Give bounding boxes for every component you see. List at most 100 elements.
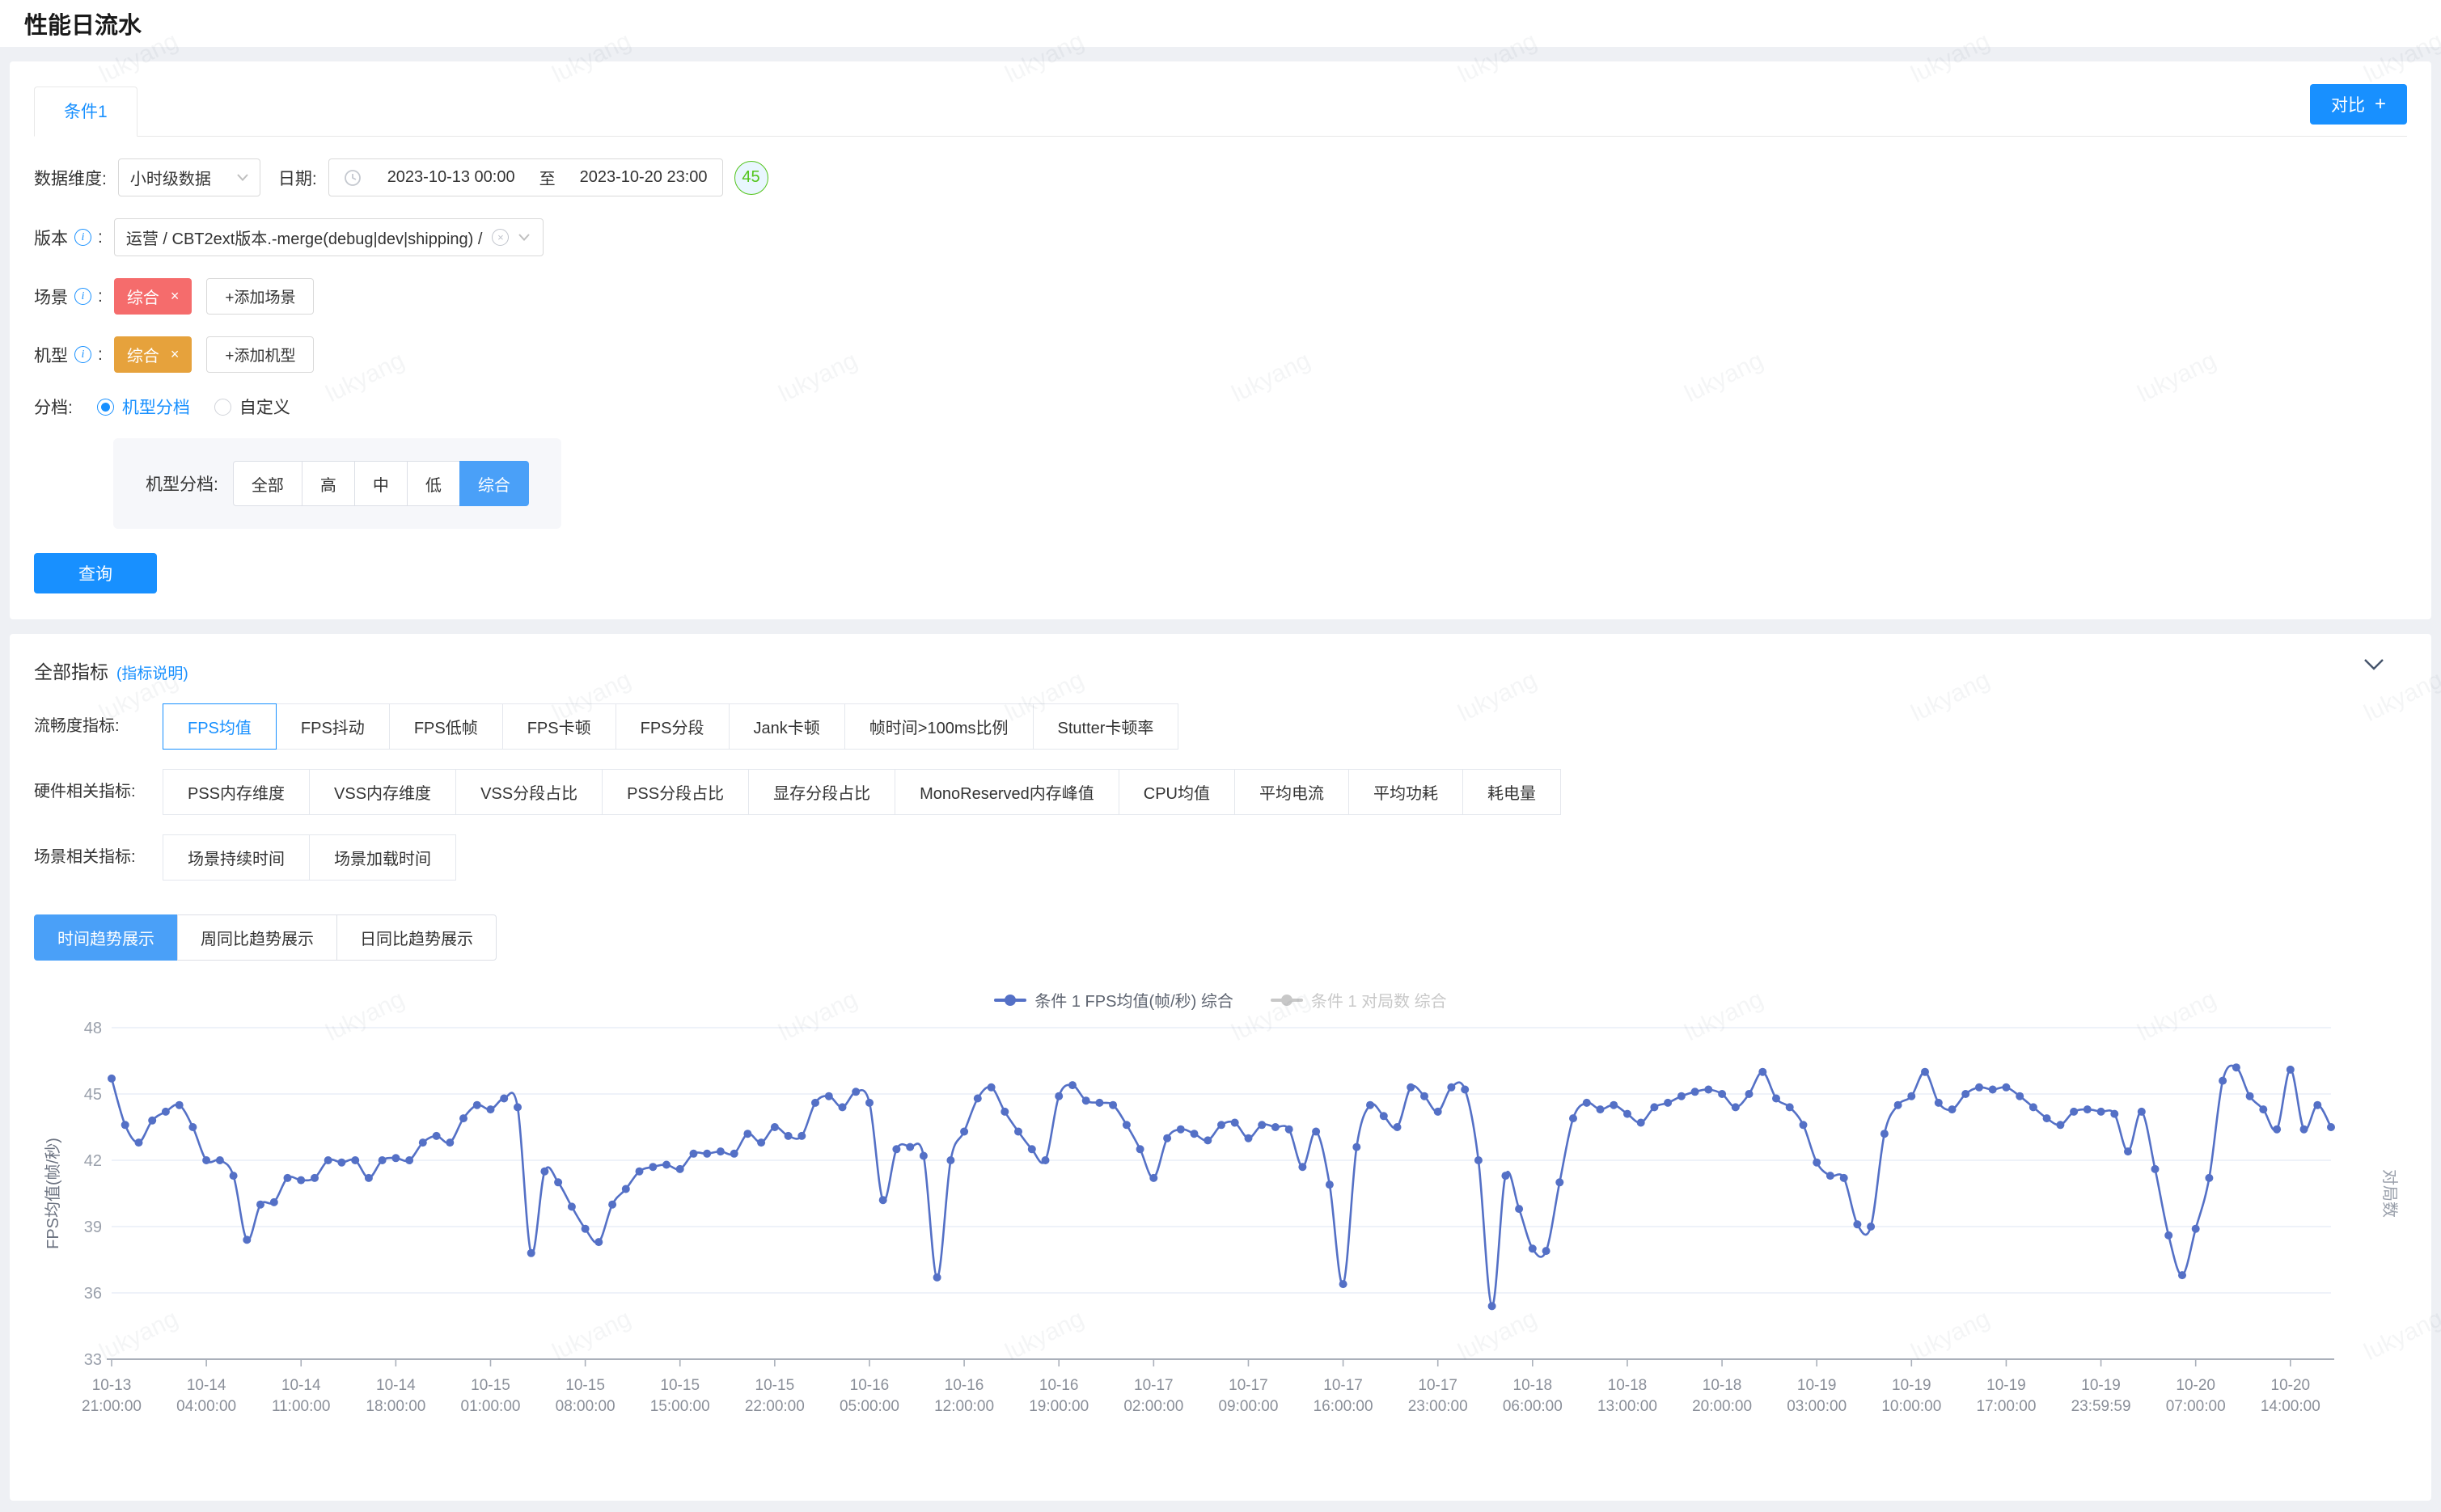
device-label: 机型 i : xyxy=(34,343,103,367)
trend-chart-svg[interactable]: 33363942454810-1321:00:0010-1404:00:0010… xyxy=(34,1018,2407,1471)
metric-option-button[interactable]: PSS内存维度 xyxy=(163,769,310,815)
conditions-card: 条件1 对比 + 数据维度: 小时级数据 日期: 2023-10-13 00:0… xyxy=(10,61,2431,619)
tier-option-button[interactable]: 高 xyxy=(302,461,355,506)
metric-option-button[interactable]: FPS分段 xyxy=(616,703,730,750)
add-scene-button[interactable]: +添加场景 xyxy=(206,278,314,315)
metric-option-button[interactable]: 平均功耗 xyxy=(1348,769,1463,815)
clear-icon[interactable]: × xyxy=(492,229,509,246)
metric-option-button[interactable]: 平均电流 xyxy=(1234,769,1349,815)
radio-custom[interactable]: 自定义 xyxy=(214,395,290,419)
metric-option-button[interactable]: VSS分段占比 xyxy=(455,769,603,815)
metric-row: 流畅度指标:FPS均值FPS抖动FPS低帧FPS卡顿FPS分段Jank卡顿帧时间… xyxy=(34,703,2407,750)
metric-option-button[interactable]: 显存分段占比 xyxy=(748,769,895,815)
chevron-down-icon xyxy=(237,174,248,181)
metric-option-button[interactable]: FPS均值 xyxy=(163,703,277,750)
chevron-down-icon xyxy=(518,234,530,241)
page-title: 性能日流水 xyxy=(24,6,142,40)
svg-text:12:00:00: 12:00:00 xyxy=(934,1398,994,1415)
svg-text:45: 45 xyxy=(84,1086,102,1104)
trend-tab-group: 时间趋势展示周同比趋势展示日同比趋势展示 xyxy=(34,914,2407,961)
metric-option-button[interactable]: 帧时间>100ms比例 xyxy=(844,703,1034,750)
compare-button[interactable]: 对比 + xyxy=(2310,84,2407,125)
metric-row-label: 场景相关指标: xyxy=(34,834,163,881)
tier-option-button[interactable]: 全部 xyxy=(233,461,302,506)
metrics-doc-link[interactable]: (指标说明) xyxy=(116,661,188,683)
tab-condition-1[interactable]: 条件1 xyxy=(34,87,137,137)
svg-text:14:00:00: 14:00:00 xyxy=(2261,1398,2320,1415)
svg-text:22:00:00: 22:00:00 xyxy=(745,1398,805,1415)
metric-rows: 流畅度指标:FPS均值FPS抖动FPS低帧FPS卡顿FPS分段Jank卡顿帧时间… xyxy=(34,703,2407,881)
legend-label: 条件 1 对局数 综合 xyxy=(1311,988,1447,1012)
radio-icon xyxy=(97,399,114,416)
svg-text:20:00:00: 20:00:00 xyxy=(1692,1398,1752,1415)
trend-chart[interactable]: 33363942454810-1321:00:0010-1404:00:0010… xyxy=(34,1018,2407,1475)
svg-text:01:00:00: 01:00:00 xyxy=(461,1398,521,1415)
trend-tab[interactable]: 周同比趋势展示 xyxy=(177,914,337,961)
date-range-input[interactable]: 2023-10-13 00:00 至 2023-10-20 23:00 xyxy=(328,158,723,196)
svg-text:09:00:00: 09:00:00 xyxy=(1218,1398,1278,1415)
tier-panel: 机型分档: 全部高中低综合 xyxy=(113,438,561,529)
clock-icon xyxy=(344,169,362,187)
close-icon[interactable]: × xyxy=(171,346,180,363)
metric-row-label: 流畅度指标: xyxy=(34,703,163,750)
metric-row: 场景相关指标:场景持续时间场景加载时间 xyxy=(34,834,2407,881)
tier-option-button[interactable]: 综合 xyxy=(459,461,529,506)
legend-marker-icon xyxy=(1271,995,1303,1006)
metric-option-button[interactable]: Stutter卡顿率 xyxy=(1033,703,1179,750)
collapse-chevron-icon[interactable] xyxy=(2363,658,2384,671)
metric-option-button[interactable]: 场景加载时间 xyxy=(309,834,456,881)
trend-tab[interactable]: 时间趋势展示 xyxy=(34,914,178,961)
svg-text:23:59:59: 23:59:59 xyxy=(2071,1398,2131,1415)
svg-text:39: 39 xyxy=(84,1218,102,1236)
metric-option-button[interactable]: MonoReserved内存峰值 xyxy=(895,769,1119,815)
date-end-value[interactable]: 2023-10-20 23:00 xyxy=(580,168,708,187)
device-tag[interactable]: 综合 × xyxy=(114,336,192,373)
metric-option-button[interactable]: 场景持续时间 xyxy=(163,834,310,881)
version-select[interactable]: 运营 / CBT2ext版本.-merge(debug|dev|shipping… xyxy=(114,218,544,256)
metric-option-button[interactable]: 耗电量 xyxy=(1462,769,1561,815)
metric-option-button[interactable]: FPS低帧 xyxy=(389,703,503,750)
info-icon[interactable]: i xyxy=(74,288,91,305)
legend-item[interactable]: 条件 1 FPS均值(帧/秒) 综合 xyxy=(994,988,1233,1012)
close-icon[interactable]: × xyxy=(171,288,180,305)
filter-row-tier: 分档: 机型分档 自定义 xyxy=(34,395,2407,419)
svg-text:13:00:00: 13:00:00 xyxy=(1597,1398,1657,1415)
query-button[interactable]: 查询 xyxy=(34,553,157,593)
tier-option-button[interactable]: 低 xyxy=(407,461,460,506)
date-start-value[interactable]: 2023-10-13 00:00 xyxy=(387,168,515,187)
radio-device-tier[interactable]: 机型分档 xyxy=(97,395,190,419)
svg-text:对局数: 对局数 xyxy=(2380,1169,2399,1218)
svg-text:18:00:00: 18:00:00 xyxy=(366,1398,425,1415)
svg-text:36: 36 xyxy=(84,1285,102,1303)
legend-item[interactable]: 条件 1 对局数 综合 xyxy=(1271,988,1447,1012)
svg-text:03:00:00: 03:00:00 xyxy=(1787,1398,1847,1415)
chart-legend: 条件 1 FPS均值(帧/秒) 综合 条件 1 对局数 综合 xyxy=(34,988,2407,1012)
svg-text:05:00:00: 05:00:00 xyxy=(840,1398,899,1415)
svg-text:15:00:00: 15:00:00 xyxy=(650,1398,710,1415)
info-icon[interactable]: i xyxy=(74,346,91,363)
date-separator: 至 xyxy=(539,166,556,189)
tier-label: 分档: xyxy=(34,395,73,419)
days-count-badge: 45 xyxy=(734,161,768,195)
metric-button-group: FPS均值FPS抖动FPS低帧FPS卡顿FPS分段Jank卡顿帧时间>100ms… xyxy=(163,703,1178,750)
tier-option-button[interactable]: 中 xyxy=(354,461,408,506)
metric-option-button[interactable]: CPU均值 xyxy=(1119,769,1235,815)
date-label: 日期: xyxy=(278,166,317,190)
plus-icon: + xyxy=(2375,93,2386,116)
version-label: 版本 i : xyxy=(34,226,103,250)
metric-option-button[interactable]: PSS分段占比 xyxy=(602,769,749,815)
metric-option-button[interactable]: VSS内存维度 xyxy=(309,769,456,815)
scene-tag[interactable]: 综合 × xyxy=(114,278,192,315)
svg-text:19:00:00: 19:00:00 xyxy=(1029,1398,1089,1415)
metric-button-group: 场景持续时间场景加载时间 xyxy=(163,834,456,881)
scene-label: 场景 i : xyxy=(34,285,103,309)
data-dimension-select[interactable]: 小时级数据 xyxy=(118,158,260,196)
svg-text:06:00:00: 06:00:00 xyxy=(1503,1398,1563,1415)
info-icon[interactable]: i xyxy=(74,229,91,246)
add-device-button[interactable]: +添加机型 xyxy=(206,336,314,373)
metric-option-button[interactable]: Jank卡顿 xyxy=(729,703,845,750)
trend-tab[interactable]: 日同比趋势展示 xyxy=(336,914,497,961)
metric-option-button[interactable]: FPS抖动 xyxy=(276,703,390,750)
metric-option-button[interactable]: FPS卡顿 xyxy=(502,703,616,750)
legend-label: 条件 1 FPS均值(帧/秒) 综合 xyxy=(1034,988,1233,1012)
